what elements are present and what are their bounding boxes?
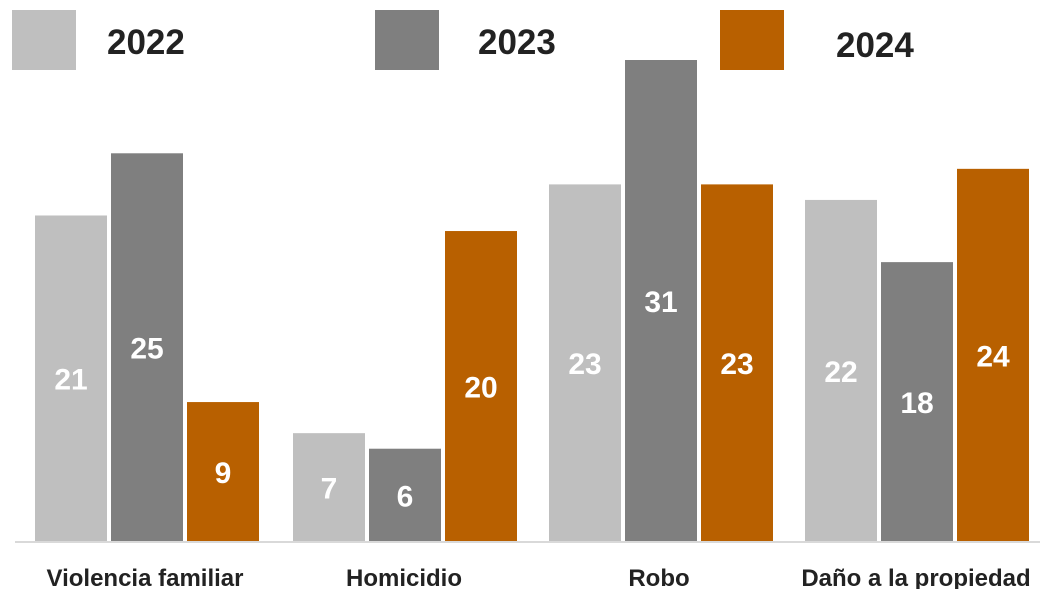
- data-label-2023-0: 25: [130, 333, 163, 366]
- legend-label-2022: 2022: [107, 23, 185, 62]
- bars: 21 25 9 7 6 20 23 31 23 22 18 24: [35, 60, 1029, 543]
- bar-2023-0: [111, 153, 183, 542]
- data-label-2023-3: 18: [900, 387, 933, 420]
- legend-label-2024: 2024: [836, 26, 914, 65]
- bar-2024-1: [445, 231, 517, 542]
- category-label-1: Homicidio: [346, 565, 462, 589]
- bar-2022-3: [805, 199, 877, 542]
- data-label-2023-2: 31: [644, 286, 677, 319]
- data-label-2022-3: 22: [824, 356, 857, 389]
- bar-2022-1: [293, 433, 365, 542]
- data-label-2022-2: 23: [568, 348, 601, 381]
- data-label-2024-3: 24: [976, 340, 1010, 373]
- legend-swatch-2024: [720, 10, 784, 70]
- bar-2024-2: [701, 184, 773, 543]
- category-label-2: Robo: [628, 565, 689, 589]
- data-label-2024-0: 9: [215, 457, 232, 490]
- bar-2023-2: [625, 60, 697, 542]
- category-label-3: Daño a la propiedad: [801, 565, 1030, 589]
- data-label-2022-0: 21: [54, 364, 87, 397]
- legend-swatch-2022: [12, 10, 76, 70]
- bar-2023-3: [881, 262, 953, 542]
- legend-swatch-2023: [375, 10, 439, 70]
- bar-2024-3: [957, 168, 1029, 542]
- data-label-2024-1: 20: [464, 372, 497, 405]
- data-label-2023-1: 6: [397, 480, 414, 513]
- bar-2024-0: [187, 402, 259, 542]
- bar-2022-0: [35, 215, 107, 542]
- legend: 2022 2023 2024: [12, 10, 914, 70]
- data-label-2022-1: 7: [321, 473, 338, 506]
- data-label-2024-2: 23: [720, 348, 753, 381]
- category-label-0: Violencia familiar: [47, 565, 244, 589]
- bar-2022-2: [549, 184, 621, 543]
- category-labels: Violencia familiar Homicidio Robo Daño a la…: [47, 565, 1031, 589]
- legend-label-2023: 2023: [478, 23, 556, 62]
- bar-2023-1: [369, 448, 441, 542]
